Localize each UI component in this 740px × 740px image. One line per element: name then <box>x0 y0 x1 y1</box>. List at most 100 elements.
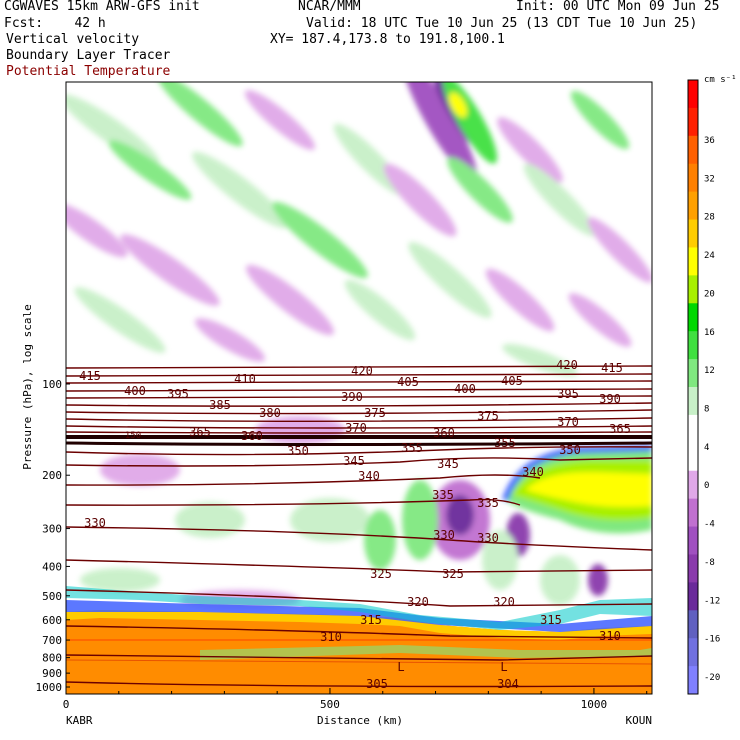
colorbar-swatch <box>688 247 698 276</box>
contour-label: 380 <box>259 406 281 420</box>
contour-label: 325 <box>442 567 464 581</box>
valid-time: Valid: 18 UTC Tue 10 Jun 25 (13 CDT Tue … <box>306 16 698 31</box>
colorbar-swatch <box>688 526 698 555</box>
colorbar-level-label: 24 <box>704 251 715 261</box>
contour-label: 325 <box>370 567 392 581</box>
init-time: Init: 00 UTC Mon 09 Jun 25 <box>516 0 720 14</box>
contour-label: 415 <box>601 361 623 375</box>
field-vertical-velocity: Vertical velocity <box>6 32 140 47</box>
contour-label: 405 <box>397 375 419 389</box>
colorbar-swatch <box>688 275 698 304</box>
field-potential-temperature: Potential Temperature <box>6 64 171 79</box>
contour-label: 365 <box>609 422 631 436</box>
colorbar-swatch <box>688 470 698 500</box>
contour-label: 335 <box>477 496 499 510</box>
contour-label: 395 <box>557 387 579 401</box>
contour-label: 350 <box>559 443 581 457</box>
y-tick-label: 1000 <box>36 681 63 694</box>
colorbar-swatch <box>688 107 698 137</box>
contour-label: 340 <box>358 469 380 483</box>
contour-label: 340 <box>522 465 544 479</box>
contour-label: 345 <box>343 454 365 468</box>
y-tick-label: 700 <box>42 634 62 647</box>
x-right-station: KOUN <box>626 714 653 727</box>
colorbar-swatch <box>688 554 698 583</box>
y-axis-label: Pressure (hPa), log scale <box>21 304 34 470</box>
x-axis-label: Distance (km) <box>317 714 403 727</box>
contour-label: 310 <box>599 629 621 643</box>
x-tick-label: 0 <box>63 698 70 711</box>
contour-label: 315 <box>360 613 382 627</box>
contour-label: 370 <box>557 415 579 429</box>
contour-label: 390 <box>341 390 363 404</box>
colorbar-units: cm s⁻¹ <box>704 75 737 85</box>
colorbar-level-label: 16 <box>704 328 715 338</box>
colorbar-level-label: 8 <box>704 405 709 415</box>
contour-label: 385 <box>209 398 231 412</box>
x-tick-label: 1000 <box>581 698 608 711</box>
y-tick-label: 100 <box>42 378 62 391</box>
colorbar-swatch <box>688 387 698 416</box>
contour-label: 304 <box>497 677 519 691</box>
y-tick-label: 400 <box>42 560 62 573</box>
colorbar-level-label: 28 <box>704 213 715 223</box>
colorbar-swatch <box>688 219 698 248</box>
colorbar-frame <box>687 79 699 695</box>
contour-label: 400 <box>454 382 476 396</box>
colorbar-swatch <box>688 163 698 193</box>
colorbar-level-label: 4 <box>704 443 709 453</box>
forecast-hour: Fcst: 42 h <box>4 16 106 31</box>
colorbar-swatch <box>688 80 698 109</box>
colorbar-swatch <box>688 582 698 611</box>
contour-label: 330 <box>433 528 455 542</box>
y-tick-label: 900 <box>42 667 62 680</box>
contour-label: 150 <box>125 431 141 441</box>
colorbar: -20 -16 -12 -8 -4 0 4 8 12 16 20 24 28 32 36 <box>687 79 720 695</box>
contour-label: 320 <box>493 595 515 609</box>
contour-label: 305 <box>366 677 388 691</box>
y-tick-label: 200 <box>42 469 62 482</box>
colorbar-swatch <box>688 442 698 472</box>
theta-contours <box>66 365 652 688</box>
colorbar-swatch <box>688 135 698 165</box>
contour-label: 395 <box>167 387 189 401</box>
contour-label: 360 <box>241 429 263 443</box>
contour-label: 375 <box>477 409 499 423</box>
colorbar-level-label: 12 <box>704 366 715 376</box>
y-tick-label: 300 <box>42 523 62 536</box>
contour-label: 420 <box>556 358 578 372</box>
y-tick-label: 500 <box>42 590 62 603</box>
x-tick-label: 500 <box>320 698 340 711</box>
plot-frame <box>65 81 653 695</box>
x-left-station: KABR <box>66 714 93 727</box>
contour-label: 410 <box>234 372 256 386</box>
colorbar-swatch <box>688 498 698 528</box>
colorbar-swatch <box>688 331 698 360</box>
colorbar-level-label: 32 <box>704 174 715 184</box>
contour-label: 350 <box>287 444 309 458</box>
contour-label: 355 <box>494 436 516 450</box>
contour-label: 370 <box>345 421 367 435</box>
y-tick-label: 800 <box>42 652 62 665</box>
colorbar-swatch <box>688 638 698 667</box>
colorbar-level-label: 36 <box>704 136 715 146</box>
model-title: CGWAVES 15km ARW-GFS init <box>4 0 200 14</box>
colorbar-level-label: -4 <box>704 520 715 530</box>
colorbar-swatch <box>688 191 698 221</box>
colorbar-level-label: 20 <box>704 289 715 299</box>
contour-label: L <box>397 660 404 674</box>
contour-label: 365 <box>189 425 211 439</box>
colorbar-swatch <box>688 359 698 388</box>
contour-label: 320 <box>407 595 429 609</box>
field-boundary-layer-tracer: Boundary Layer Tracer <box>6 48 171 63</box>
colorbar-swatch <box>688 303 698 332</box>
contour-label: 355 <box>401 441 423 455</box>
colorbar-swatch <box>688 610 698 639</box>
contour-labels: 415 400 395 410 420 405 400 405 420 415 385 390 395 3… <box>79 358 631 691</box>
contour-label: 345 <box>437 457 459 471</box>
colorbar-swatch <box>688 414 698 444</box>
cross-section-endpoints: XY= 187.4,173.8 to 191.8,100.1 <box>270 32 505 47</box>
y-tick-label: 600 <box>42 614 62 627</box>
colorbar-level-label: -16 <box>704 635 720 645</box>
